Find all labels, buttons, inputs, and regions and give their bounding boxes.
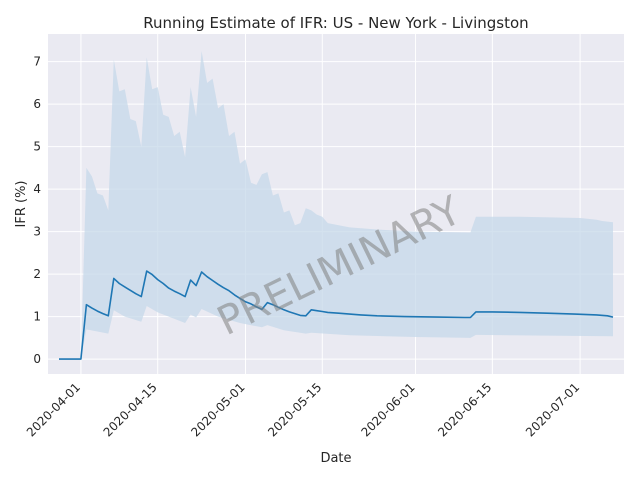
- y-tick-label: 4: [33, 182, 41, 196]
- y-tick-label: 1: [33, 310, 41, 324]
- ifr-estimate-line: [59, 270, 614, 360]
- y-tick-label: 6: [33, 97, 41, 111]
- x-axis-label: Date: [320, 451, 351, 466]
- y-tick-label: 3: [33, 225, 41, 239]
- y-tick-label: 7: [33, 55, 41, 69]
- y-tick-labels: 0 1 2 3 4 5 6 7: [33, 55, 41, 367]
- chart-title: Running Estimate of IFR: US - New York -…: [143, 14, 528, 32]
- y-tick-label: 2: [33, 267, 41, 281]
- y-tick-label: 5: [33, 140, 41, 154]
- y-axis-label: IFR (%): [14, 181, 29, 228]
- y-tick-label: 0: [33, 352, 41, 366]
